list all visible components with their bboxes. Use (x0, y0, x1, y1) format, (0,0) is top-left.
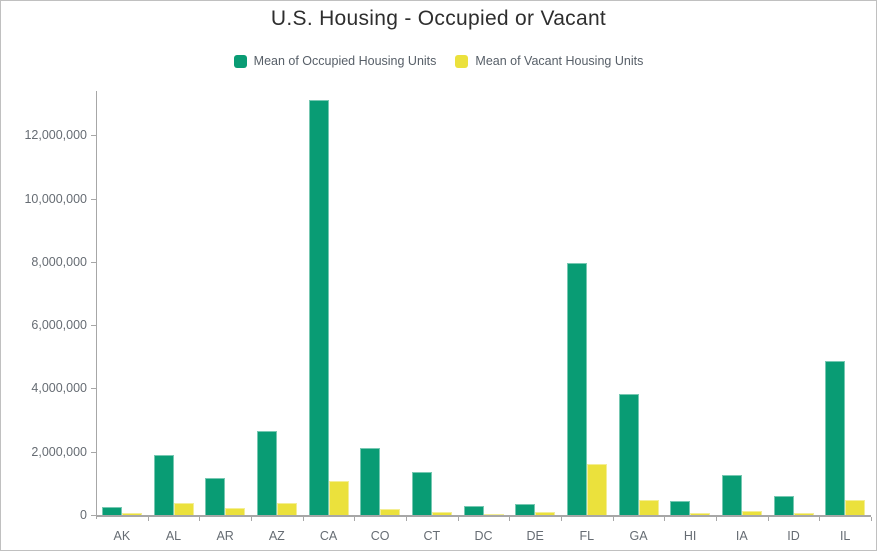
bar-vacant-AK[interactable] (121, 512, 142, 515)
y-tick-label: 8,000,000 (31, 255, 87, 269)
y-axis-line (96, 91, 97, 519)
bar-vacant-ID[interactable] (793, 512, 814, 515)
legend-swatch-occupied-icon (233, 54, 247, 68)
x-tick-label-FL: FL (579, 529, 595, 543)
bar-vacant-DC[interactable] (483, 513, 504, 515)
x-tick-label-IA: IA (735, 529, 748, 543)
x-tick-label-CO: CO (370, 529, 390, 543)
bar-occupied-DE[interactable] (515, 503, 536, 515)
y-axis-tick (91, 262, 96, 263)
x-axis-tick (303, 517, 304, 521)
legend-item-vacant[interactable]: Mean of Vacant Housing Units (455, 54, 643, 68)
x-axis-tick (199, 517, 200, 521)
x-axis-tick (613, 517, 614, 521)
x-tick-label-HI: HI (683, 529, 697, 543)
bar-vacant-IA[interactable] (741, 510, 762, 515)
y-tick-label: 12,000,000 (24, 128, 87, 142)
x-axis-tick (148, 517, 149, 521)
x-tick-label-CT: CT (423, 529, 441, 543)
y-tick-label: 0 (80, 508, 87, 522)
x-tick-label-ID: ID (787, 529, 800, 543)
x-tick-label-AZ: AZ (268, 529, 285, 543)
x-tick-label-DC: DC (474, 529, 493, 543)
bar-vacant-GA[interactable] (638, 500, 659, 515)
bar-vacant-IL[interactable] (845, 500, 866, 515)
bar-occupied-ID[interactable] (773, 495, 794, 515)
legend-item-occupied[interactable]: Mean of Occupied Housing Units (233, 54, 437, 68)
bar-vacant-CO[interactable] (380, 508, 401, 515)
bar-occupied-DC[interactable] (463, 505, 484, 515)
y-axis-tick (91, 515, 96, 516)
legend-label-occupied: Mean of Occupied Housing Units (253, 54, 437, 68)
y-tick-label: 6,000,000 (31, 318, 87, 332)
y-axis-tick (91, 199, 96, 200)
x-axis-tick (561, 517, 562, 521)
bar-occupied-FL[interactable] (566, 263, 587, 515)
x-axis-tick (871, 517, 872, 521)
x-axis-tick (354, 517, 355, 521)
bar-occupied-AL[interactable] (153, 455, 174, 515)
bar-occupied-CO[interactable] (360, 448, 381, 515)
bar-occupied-CA[interactable] (308, 100, 329, 515)
x-axis-tick (251, 517, 252, 521)
y-axis-tick (91, 135, 96, 136)
bar-occupied-GA[interactable] (618, 393, 639, 515)
x-axis-tick (768, 517, 769, 521)
bar-vacant-AL[interactable] (173, 502, 194, 515)
bar-occupied-AK[interactable] (101, 507, 122, 515)
chart-title: U.S. Housing - Occupied or Vacant (270, 7, 607, 30)
y-axis-tick (91, 325, 96, 326)
bar-vacant-AR[interactable] (225, 508, 246, 515)
bar-vacant-DE[interactable] (535, 511, 556, 515)
x-axis-tick (509, 517, 510, 521)
bar-vacant-FL[interactable] (586, 464, 607, 515)
x-tick-label-GA: GA (629, 529, 648, 543)
bar-occupied-AZ[interactable] (256, 431, 277, 515)
x-tick-label-CA: CA (319, 529, 338, 543)
y-tick-label: 10,000,000 (24, 192, 87, 206)
x-axis-tick (819, 517, 820, 521)
x-tick-label-AR: AR (216, 529, 234, 543)
x-tick-label-AK: AK (113, 529, 131, 543)
bar-occupied-AR[interactable] (205, 477, 226, 515)
bar-vacant-AZ[interactable] (276, 502, 297, 515)
x-tick-label-IL: IL (839, 529, 851, 543)
bar-occupied-IA[interactable] (721, 475, 742, 515)
legend-label-vacant: Mean of Vacant Housing Units (475, 54, 644, 68)
bar-vacant-HI[interactable] (690, 513, 711, 515)
y-axis-tick (91, 452, 96, 453)
bar-vacant-CT[interactable] (431, 511, 452, 515)
x-axis-tick (664, 517, 665, 521)
bar-vacant-CA[interactable] (328, 480, 349, 515)
legend: Mean of Occupied Housing Units Mean of V… (1, 54, 876, 68)
x-tick-label-AL: AL (165, 529, 182, 543)
bar-occupied-CT[interactable] (411, 471, 432, 515)
bar-occupied-IL[interactable] (825, 360, 846, 515)
legend-swatch-vacant-icon (455, 54, 469, 68)
y-tick-label: 4,000,000 (31, 381, 87, 395)
y-tick-label: 2,000,000 (31, 445, 87, 459)
x-axis-tick (458, 517, 459, 521)
y-axis-tick (91, 388, 96, 389)
x-tick-label-DE: DE (526, 529, 544, 543)
bar-occupied-HI[interactable] (670, 501, 691, 515)
x-axis-tick (716, 517, 717, 521)
x-axis-line (96, 515, 871, 517)
x-axis-tick (406, 517, 407, 521)
